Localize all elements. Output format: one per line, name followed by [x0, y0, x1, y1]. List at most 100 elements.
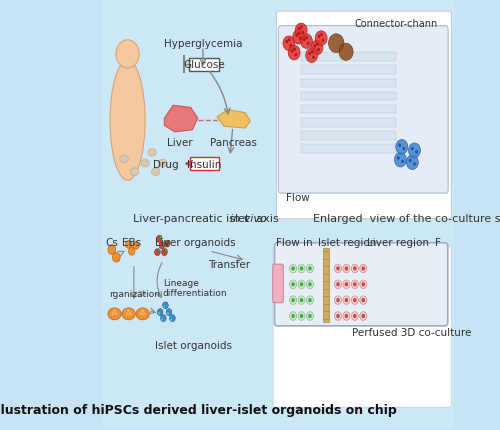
Circle shape: [162, 249, 167, 256]
Bar: [301, 132, 396, 140]
Circle shape: [286, 41, 288, 44]
Circle shape: [143, 313, 146, 316]
Text: Liver region: Liver region: [367, 238, 429, 248]
Circle shape: [320, 34, 323, 37]
Circle shape: [166, 309, 172, 316]
Circle shape: [413, 163, 416, 166]
Circle shape: [397, 157, 400, 160]
Text: rganization: rganization: [110, 289, 160, 298]
Text: Flow: Flow: [286, 192, 310, 202]
Circle shape: [288, 46, 300, 61]
Circle shape: [415, 151, 418, 154]
Circle shape: [311, 41, 323, 55]
Circle shape: [401, 160, 404, 164]
Circle shape: [298, 312, 305, 320]
Bar: [301, 92, 396, 101]
Text: Perfused 3D co-culture: Perfused 3D co-culture: [352, 328, 472, 338]
Circle shape: [290, 312, 296, 320]
Circle shape: [292, 267, 295, 271]
Circle shape: [116, 41, 139, 69]
Circle shape: [295, 24, 307, 39]
Circle shape: [300, 283, 304, 287]
Circle shape: [164, 241, 170, 248]
Text: Liver organoids: Liver organoids: [155, 238, 236, 248]
Circle shape: [290, 264, 296, 273]
Circle shape: [158, 249, 160, 252]
Text: Drug: Drug: [152, 160, 178, 170]
Text: in vivo: in vivo: [230, 213, 267, 224]
Ellipse shape: [141, 160, 150, 168]
Circle shape: [344, 298, 348, 303]
Circle shape: [310, 51, 314, 54]
FancyBboxPatch shape: [274, 243, 448, 326]
Circle shape: [344, 283, 348, 287]
Circle shape: [126, 241, 132, 249]
Circle shape: [318, 49, 320, 52]
Circle shape: [170, 318, 173, 321]
Circle shape: [302, 32, 304, 35]
Circle shape: [298, 296, 305, 305]
Text: Enlarged  view of the co-culture sys: Enlarged view of the co-culture sys: [314, 213, 500, 224]
Circle shape: [308, 52, 311, 56]
Ellipse shape: [130, 169, 139, 176]
Circle shape: [353, 283, 356, 287]
Circle shape: [394, 153, 406, 168]
Text: EBs: EBs: [122, 238, 142, 248]
Circle shape: [113, 310, 116, 313]
Circle shape: [288, 39, 290, 43]
Circle shape: [294, 54, 298, 57]
Circle shape: [159, 243, 164, 249]
Ellipse shape: [136, 308, 149, 320]
FancyBboxPatch shape: [273, 264, 283, 303]
Bar: [301, 79, 396, 88]
Circle shape: [298, 28, 300, 31]
Circle shape: [362, 314, 365, 318]
Circle shape: [362, 298, 365, 303]
Circle shape: [292, 283, 295, 287]
Circle shape: [308, 314, 312, 318]
Bar: [301, 66, 396, 75]
Ellipse shape: [108, 308, 122, 320]
Circle shape: [308, 267, 312, 271]
Ellipse shape: [120, 156, 128, 163]
Circle shape: [353, 298, 356, 303]
Bar: [301, 106, 396, 114]
FancyBboxPatch shape: [276, 12, 452, 219]
Circle shape: [162, 302, 168, 309]
Circle shape: [293, 49, 296, 52]
Ellipse shape: [148, 149, 156, 157]
Circle shape: [362, 283, 365, 287]
Circle shape: [159, 236, 162, 240]
Text: Connector-chann: Connector-chann: [355, 18, 438, 28]
Circle shape: [167, 241, 170, 244]
Circle shape: [115, 313, 117, 316]
Text: Glucose: Glucose: [184, 60, 225, 70]
Circle shape: [292, 314, 295, 318]
Circle shape: [336, 283, 340, 287]
Circle shape: [161, 318, 164, 321]
Circle shape: [298, 264, 305, 273]
Circle shape: [360, 296, 367, 305]
Circle shape: [295, 34, 298, 38]
Circle shape: [300, 267, 304, 271]
Text: Pancreas: Pancreas: [210, 137, 257, 147]
Circle shape: [334, 280, 342, 289]
Circle shape: [166, 312, 170, 315]
Bar: [324, 248, 329, 322]
Circle shape: [307, 43, 310, 46]
Circle shape: [283, 37, 295, 51]
Circle shape: [112, 253, 120, 262]
Circle shape: [298, 280, 305, 289]
Circle shape: [352, 312, 358, 320]
Text: Hyperglycemia: Hyperglycemia: [164, 39, 242, 49]
Circle shape: [300, 26, 303, 30]
Circle shape: [312, 56, 315, 60]
Ellipse shape: [110, 61, 145, 181]
Circle shape: [293, 31, 304, 45]
Polygon shape: [164, 106, 198, 132]
Circle shape: [306, 37, 308, 40]
Circle shape: [141, 310, 144, 313]
Circle shape: [315, 32, 327, 46]
Circle shape: [353, 314, 356, 318]
Circle shape: [290, 280, 296, 289]
